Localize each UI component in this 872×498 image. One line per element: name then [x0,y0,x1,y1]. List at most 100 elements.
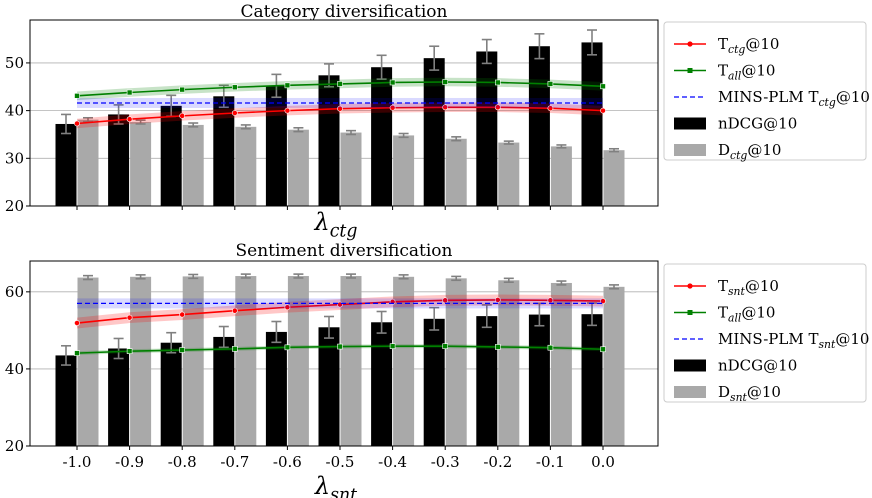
legend-item-t_ctg: Tctg@10 [674,35,779,56]
legend-marker-t_all [687,310,693,315]
point-t_all [337,343,343,350]
point-t_all [494,79,501,86]
legend-frame [663,263,867,403]
legend-label-mins: MINS-PLM Tsnt@10 [718,330,869,351]
point-t_ctg [74,120,80,127]
legend-label-t_snt-base: T [718,277,728,295]
point-t_all [547,81,554,87]
x-axis-label-sub: ctg [330,222,358,242]
point-t_snt [179,311,186,318]
legend-label-t_all: Tall@10 [718,62,775,83]
y-tick-label: 60 [5,283,24,301]
legend-label-t_all-suffix: @10 [741,62,775,80]
x-tick-label: -0.4 [378,453,407,471]
x-tick-label: 0.0 [591,453,615,471]
point-t_all [179,86,185,93]
legend-label-div-sub: snt [730,391,747,404]
bar-div [393,135,415,206]
point-t_snt [600,298,606,304]
legend-label-t_all-sub: all [728,70,742,83]
bar-ndcg [528,46,550,206]
bar-div [235,276,257,446]
legend-label-div-suffix: @10 [747,141,781,159]
y-tick-label: 30 [5,149,24,167]
legend-marker-t_ctg [687,41,693,47]
legend-label-t_all-base: T [718,304,728,322]
legend-swatch-ndcg [674,117,706,130]
bar-div [182,124,204,206]
point-t_all [600,83,606,90]
legend-item-mins: MINS-PLM Tsnt@10 [674,330,869,351]
bar-ndcg [371,67,393,206]
legend-label-mins-base: MINS-PLM T [718,330,819,348]
legend-frame [663,21,867,161]
bar-ndcg [55,123,77,206]
bar-div [77,277,99,446]
legend-label-ndcg: nDCG@10 [718,115,797,133]
bar-div [498,142,520,206]
point-t_all [389,79,396,86]
bar-ndcg [108,114,130,206]
legend-label-mins-suffix: @10 [835,330,869,348]
point-t_snt [74,320,80,326]
bar-div [498,280,520,446]
bar-ndcg [476,51,498,206]
legend-label-t_snt-suffix: @10 [745,277,779,295]
panel-1: Category diversification20304050λctgTctg… [5,2,870,242]
legend-label-div-suffix: @10 [747,383,781,401]
legend-label-t_ctg: Tctg@10 [718,35,779,56]
legend-label-t_all-base: T [718,62,728,80]
bar-div [445,138,467,206]
bar-ndcg [213,336,235,446]
legend-label-mins-suffix: @10 [836,88,870,106]
bar-ndcg [160,342,182,446]
bar-div [550,146,572,206]
bar-ndcg [371,322,393,446]
legend-swatch-ndcg [674,359,706,372]
point-t_ctg [126,116,133,123]
point-t_ctg [547,105,554,112]
x-tick-label: -0.2 [483,453,512,471]
x-axis-label-base: λ [314,472,330,498]
legend-label-t_all-suffix: @10 [741,304,775,322]
x-tick-label: -0.6 [273,453,302,471]
bar-div [340,132,362,206]
point-t_all [232,346,238,352]
legend-label-ndcg: nDCG@10 [718,357,797,375]
bar-ndcg [160,105,182,206]
point-t_all [284,344,291,351]
chart-title: Sentiment diversification [235,241,452,261]
point-t_all [494,344,501,350]
legend-label-div-base: D [718,383,730,401]
bar-ndcg [423,58,445,207]
band-t_ctg [77,102,603,129]
y-tick-label: 40 [5,102,24,120]
legend-item-t_all: Tall@10 [674,304,775,325]
point-t_all [337,81,343,87]
point-t_all [179,347,185,353]
legend-label-t_snt-sub: snt [728,285,745,298]
bar-div [445,278,467,446]
point-t_ctg [284,107,291,114]
point-t_all [74,350,80,356]
chart-title: Category diversification [240,2,447,22]
legend-label-div-base: D [718,141,730,159]
bar-div [340,276,362,446]
legend-item-t_all: Tall@10 [674,62,775,83]
point-t_ctg [442,104,449,111]
point-t_all [232,84,238,91]
point-t_all [547,344,554,351]
bar-div [130,276,152,446]
point-t_ctg [179,112,186,119]
legend-label-mins-sub: snt [819,338,836,351]
legend-label-mins-sub: ctg [819,96,836,109]
x-axis-label-base: λ [314,208,330,236]
point-t_snt [494,297,501,303]
bar-ndcg [55,355,77,446]
bar-ndcg [318,327,340,446]
point-t_ctg [494,104,501,111]
legend-label-div-sub: ctg [730,149,747,162]
legend-item-div: Dctg@10 [674,141,781,162]
